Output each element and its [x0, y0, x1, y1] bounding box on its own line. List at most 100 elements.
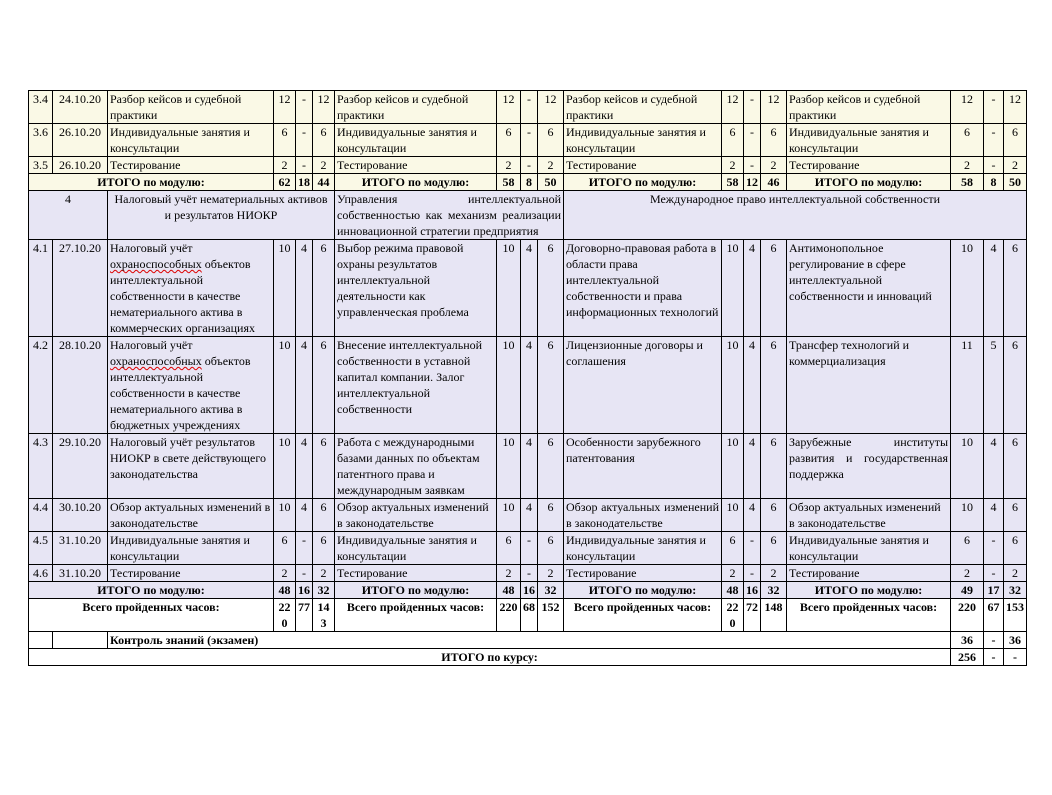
hours-cell: 2: [273, 156, 296, 174]
lesson-row: 4.2 28.10.20 Налоговый учёт охраноспособны…: [28, 336, 1027, 434]
course-total-value: 256: [950, 648, 984, 666]
topic-cell: Тестирование: [563, 564, 722, 582]
topic-cell: Обзор актуальных изменений в законодател…: [563, 498, 722, 532]
hours-cell: -: [520, 531, 538, 565]
hours-cell: 6: [1003, 336, 1027, 434]
hours-total-value: 220: [496, 598, 521, 632]
module-total-value: 48: [721, 581, 744, 599]
hours-cell: 4: [983, 433, 1004, 499]
hours-cell: 6: [496, 123, 521, 157]
hours-total-value: 152: [537, 598, 564, 632]
date-cell: 30.10.20: [52, 498, 108, 532]
row-number-cell: 4.5: [28, 531, 53, 565]
hours-cell: 6: [721, 531, 744, 565]
hours-cell: 6: [537, 433, 564, 499]
lesson-row: 4.4 30.10.20 Обзор актуальных изменений в …: [28, 498, 1027, 532]
module-total-value: 44: [312, 173, 335, 191]
hours-cell: -: [743, 531, 761, 565]
module-total-value: 32: [1003, 581, 1027, 599]
hours-total-value: 220: [721, 598, 744, 632]
hours-cell: 10: [273, 239, 296, 337]
hours-total-value: 72: [743, 598, 761, 632]
row-number-cell: 4.1: [28, 239, 53, 337]
module-number-cell: 4: [28, 190, 108, 240]
topic-cell: Налоговый учёт результатов НИОКР в свете…: [107, 433, 274, 499]
topic-cell: Договорно-правовая работа в области прав…: [563, 239, 722, 337]
hours-cell: 6: [312, 433, 335, 499]
hours-cell: 2: [950, 156, 984, 174]
hours-cell: 6: [950, 531, 984, 565]
hours-cell: -: [743, 123, 761, 157]
topic-cell: Индивидуальные занятия и консультации: [107, 531, 274, 565]
hours-cell: 10: [273, 433, 296, 499]
module-total-value: 8: [520, 173, 538, 191]
misspelled-word: охраноспособных: [110, 354, 202, 368]
hours-cell: 6: [760, 433, 787, 499]
exam-value-cell: -: [983, 631, 1004, 649]
hours-cell: 2: [496, 156, 521, 174]
hours-cell: 12: [1003, 90, 1027, 124]
hours-cell: 2: [760, 156, 787, 174]
hours-cell: 6: [760, 239, 787, 337]
hours-cell: 2: [537, 564, 564, 582]
hours-cell: 6: [312, 498, 335, 532]
hours-cell: 4: [983, 498, 1004, 532]
hours-cell: 6: [1003, 123, 1027, 157]
hours-cell: 4: [520, 239, 538, 337]
hours-cell: 5: [983, 336, 1004, 434]
hours-total-value: 148: [760, 598, 787, 632]
hours-cell: 10: [721, 498, 744, 532]
hours-cell: 10: [496, 498, 521, 532]
module-total-value: 18: [295, 173, 313, 191]
topic-cell: Обзор актуальных изменений в законодател…: [786, 498, 951, 532]
lesson-row: 4.3 29.10.20 Налоговый учёт результатов НИ…: [28, 433, 1027, 499]
hours-total-label: Всего пройденных часов:: [334, 598, 497, 632]
hours-cell: -: [743, 564, 761, 582]
hours-total-label: Всего пройденных часов:: [28, 598, 274, 632]
lesson-row: 3.4 24.10.20 Разбор кейсов и судебной прак…: [28, 90, 1027, 124]
hours-cell: 6: [537, 531, 564, 565]
hours-cell: -: [983, 531, 1004, 565]
hours-total-value: 143: [312, 598, 335, 632]
module-header-row: 4 Налоговый учёт нематериальных активов и…: [28, 190, 1027, 240]
hours-cell: -: [295, 123, 313, 157]
hours-total-label: Всего пройденных часов:: [563, 598, 722, 632]
hours-cell: -: [983, 123, 1004, 157]
hours-cell: 2: [721, 156, 744, 174]
hours-cell: 2: [496, 564, 521, 582]
topic-cell: Тестирование: [334, 564, 497, 582]
hours-cell: 6: [760, 498, 787, 532]
empty-cell: [52, 631, 108, 649]
topic-cell: Индивидуальные занятия и консультации: [786, 531, 951, 565]
exam-value-cell: 36: [950, 631, 984, 649]
hours-cell: 10: [721, 336, 744, 434]
hours-cell: 6: [312, 239, 335, 337]
module-total-value: 58: [950, 173, 984, 191]
module-total-value: 17: [983, 581, 1004, 599]
hours-cell: 6: [1003, 531, 1027, 565]
module-total-value: 32: [760, 581, 787, 599]
hours-cell: 4: [295, 498, 313, 532]
module-total-value: 12: [743, 173, 761, 191]
module-total-label: ИТОГО по модулю:: [334, 581, 497, 599]
hours-cell: -: [743, 90, 761, 124]
module-total-label: ИТОГО по модулю:: [563, 173, 722, 191]
hours-cell: 12: [760, 90, 787, 124]
empty-cell: [28, 631, 53, 649]
module-total-label: ИТОГО по модулю:: [786, 581, 951, 599]
hours-cell: -: [520, 90, 538, 124]
hours-cell: 6: [312, 336, 335, 434]
module-total-value: 16: [295, 581, 313, 599]
topic-cell: Индивидуальные занятия и консультации: [107, 123, 274, 157]
hours-cell: 10: [496, 336, 521, 434]
date-cell: 28.10.20: [52, 336, 108, 434]
topic-cell: Индивидуальные занятия и консультации: [563, 531, 722, 565]
topic-cell: Внесение интеллектуальной собственности …: [334, 336, 497, 434]
hours-cell: 11: [950, 336, 984, 434]
hours-cell: -: [743, 156, 761, 174]
module-total-value: 46: [760, 173, 787, 191]
misspelled-word: охраноспособных: [110, 257, 202, 271]
module-title-cell: Международное право интеллектуальной соб…: [563, 190, 1027, 240]
module-total-label: ИТОГО по модулю:: [334, 173, 497, 191]
